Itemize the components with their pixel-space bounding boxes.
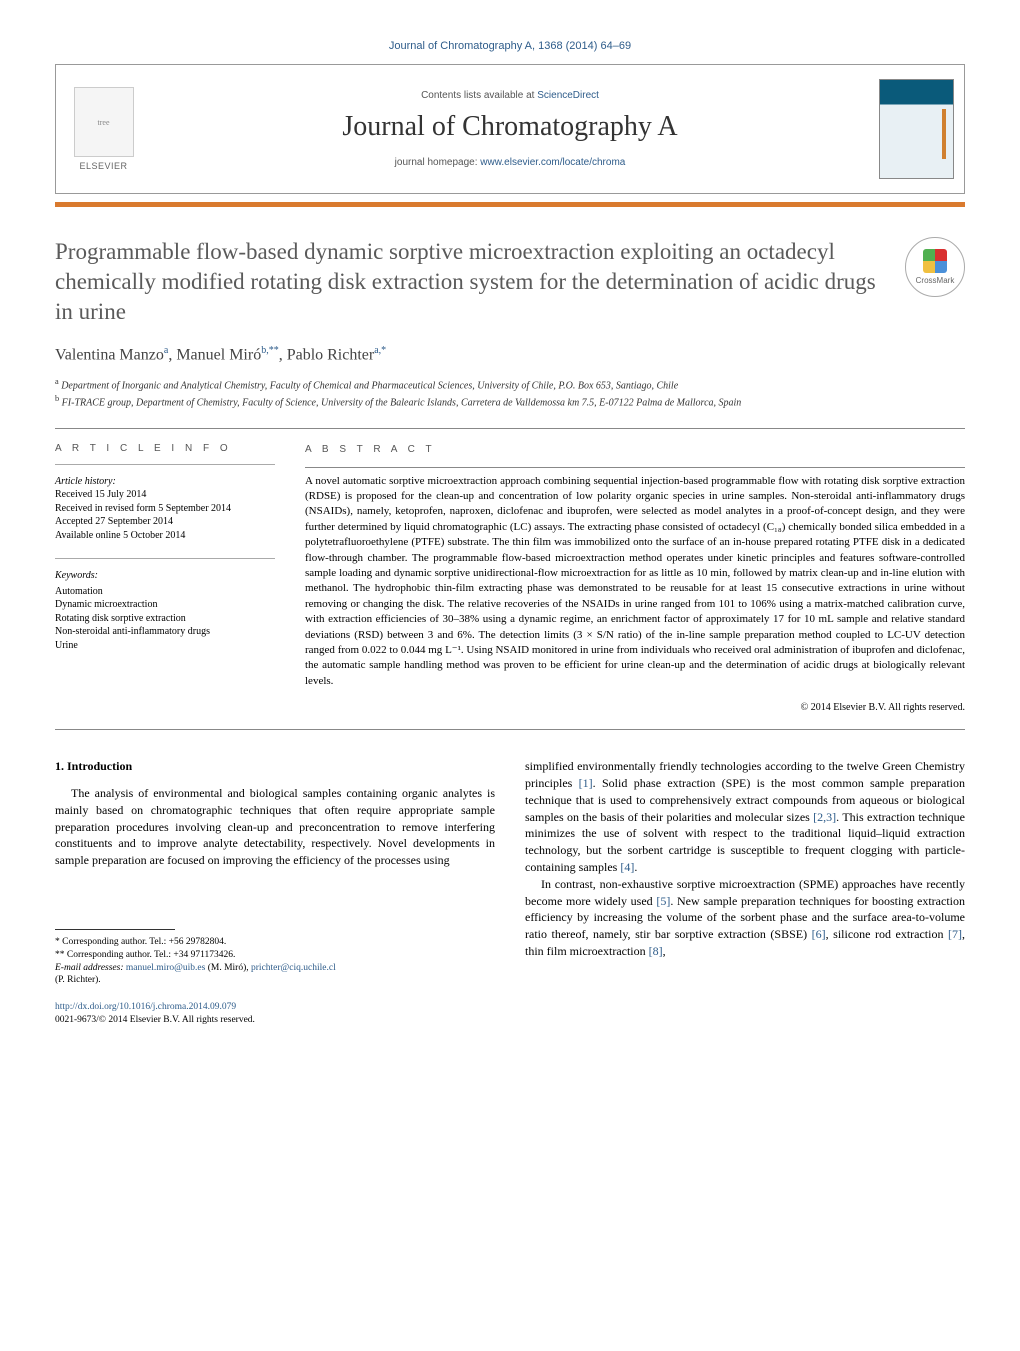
history-online: Available online 5 October 2014	[55, 530, 185, 541]
header-center: Contents lists available at ScienceDirec…	[151, 65, 869, 193]
affiliation-a: Department of Inorganic and Analytical C…	[61, 380, 678, 391]
doi-link[interactable]: http://dx.doi.org/10.1016/j.chroma.2014.…	[55, 1002, 236, 1012]
ref-4[interactable]: [4]	[620, 860, 634, 874]
sciencedirect-link[interactable]: ScienceDirect	[537, 90, 599, 101]
citation-header: Journal of Chromatography A, 1368 (2014)…	[55, 40, 965, 52]
ref-2-3[interactable]: [2,3]	[813, 810, 836, 824]
ref-6[interactable]: [6]	[812, 927, 826, 941]
corresponding-2: ** Corresponding author. Tel.: +34 97117…	[55, 949, 495, 962]
keyword-item: Rotating disk sorptive extraction	[55, 612, 275, 626]
homepage-prefix: journal homepage:	[395, 157, 481, 168]
article-title: Programmable flow-based dynamic sorptive…	[55, 237, 885, 327]
contents-line: Contents lists available at ScienceDirec…	[421, 90, 599, 101]
abstract-text: A novel automatic sorptive microextracti…	[305, 474, 965, 689]
footnotes: * Corresponding author. Tel.: +56 297828…	[55, 929, 495, 987]
keyword-item: Urine	[55, 639, 275, 653]
left-column: 1. Introduction The analysis of environm…	[55, 758, 495, 1027]
intro-paragraph-3: In contrast, non-exhaustive sorptive mic…	[525, 876, 965, 960]
keyword-item: Non-steroidal anti-inflammatory drugs	[55, 625, 275, 639]
keywords-block: Keywords: AutomationDynamic microextract…	[55, 569, 275, 652]
ref-1[interactable]: [1]	[579, 776, 593, 790]
publisher-logo-block: tree ELSEVIER	[56, 65, 151, 193]
history-received: Received 15 July 2014	[55, 489, 146, 500]
journal-name: Journal of Chromatography A	[342, 111, 677, 143]
crossmark-badge[interactable]: CrossMark	[905, 237, 965, 297]
history-revised: Received in revised form 5 September 201…	[55, 503, 231, 514]
history-heading: Article history:	[55, 476, 116, 487]
email-2[interactable]: prichter@ciq.uchile.cl	[251, 963, 336, 973]
intro-paragraph-2: simplified environmentally friendly tech…	[525, 758, 965, 876]
authors-line: Valentina Manzoa, Manuel Mirób,**, Pablo…	[55, 345, 965, 364]
crossmark-icon	[923, 249, 947, 273]
body-columns: 1. Introduction The analysis of environm…	[55, 758, 965, 1027]
email-label: E-mail addresses:	[55, 963, 126, 973]
keywords-heading: Keywords:	[55, 569, 275, 583]
history-accepted: Accepted 27 September 2014	[55, 516, 173, 527]
keyword-item: Dynamic microextraction	[55, 598, 275, 612]
journal-header-box: tree ELSEVIER Contents lists available a…	[55, 64, 965, 194]
section-1-heading: 1. Introduction	[55, 758, 495, 775]
keyword-item: Automation	[55, 585, 275, 599]
contents-prefix: Contents lists available at	[421, 90, 537, 101]
affiliations: a Department of Inorganic and Analytical…	[55, 376, 965, 410]
email-1-name: (M. Miró),	[205, 963, 251, 973]
email-line: E-mail addresses: manuel.miro@uib.es (M.…	[55, 962, 495, 988]
divider-top	[55, 428, 965, 429]
issn-line: 0021-9673/© 2014 Elsevier B.V. All right…	[55, 1015, 255, 1025]
intro-paragraph-1: The analysis of environmental and biolog…	[55, 785, 495, 869]
abstract-column: A B S T R A C T A novel automatic sorpti…	[305, 443, 965, 715]
ref-7[interactable]: [7]	[948, 927, 962, 941]
copyright-line: © 2014 Elsevier B.V. All rights reserved…	[305, 701, 965, 715]
crossmark-label: CrossMark	[916, 276, 955, 285]
doi-block: http://dx.doi.org/10.1016/j.chroma.2014.…	[55, 1001, 495, 1027]
cover-image	[879, 79, 954, 179]
article-info-column: A R T I C L E I N F O Article history: R…	[55, 443, 275, 715]
affiliation-b: FI-TRACE group, Department of Chemistry,…	[62, 397, 742, 408]
elsevier-tree-icon: tree	[74, 87, 134, 157]
abstract-label: A B S T R A C T	[305, 443, 965, 457]
ref-8[interactable]: [8]	[649, 944, 663, 958]
homepage-line: journal homepage: www.elsevier.com/locat…	[395, 157, 626, 168]
email-2-name: (P. Richter).	[55, 975, 101, 985]
divider-bottom	[55, 729, 965, 730]
publisher-name: ELSEVIER	[79, 161, 127, 171]
email-1[interactable]: manuel.miro@uib.es	[126, 963, 205, 973]
article-info-label: A R T I C L E I N F O	[55, 443, 275, 454]
article-history: Article history: Received 15 July 2014 R…	[55, 475, 275, 543]
accent-bar	[55, 202, 965, 207]
right-column: simplified environmentally friendly tech…	[525, 758, 965, 1027]
homepage-link[interactable]: www.elsevier.com/locate/chroma	[480, 157, 625, 168]
corresponding-1: * Corresponding author. Tel.: +56 297828…	[55, 936, 495, 949]
ref-5[interactable]: [5]	[656, 894, 670, 908]
cover-thumbnail	[869, 65, 964, 193]
